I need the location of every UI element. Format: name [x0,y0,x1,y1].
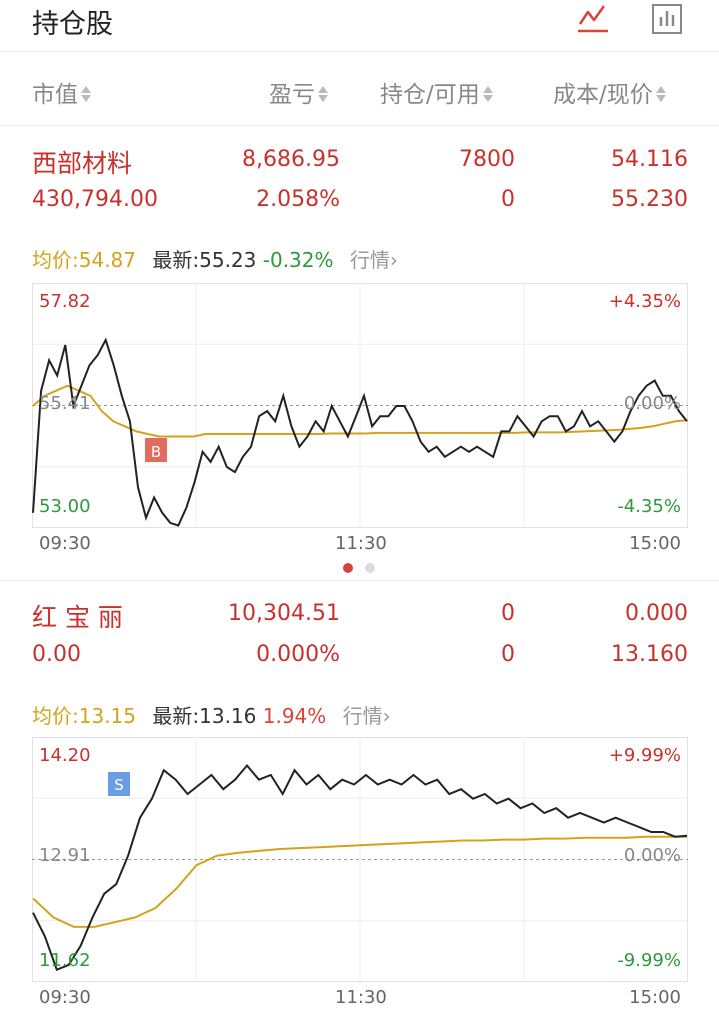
pct-high-label: +9.99% [608,745,681,766]
pct-high-label: +4.35% [608,291,681,312]
chevron-right-icon: › [382,704,391,728]
stock-name: 红 宝 丽 [32,603,123,632]
change-percent: 1.94% [262,704,327,728]
holding-row[interactable]: 红 宝 丽 10,304.51 0 0.000 0.00 0.000% 0 13… [0,580,719,688]
pager-dots[interactable] [343,563,383,573]
x-label-midday: 11:30 [335,987,387,1008]
avg-value: 54.87 [78,248,137,272]
price-line [32,337,688,527]
price-line [32,763,688,972]
sell-marker: S [108,772,130,796]
pager-dot[interactable] [365,563,375,573]
avg-value: 13.15 [78,704,137,728]
line-chart-icon[interactable] [576,2,610,36]
quote-line: 均价:13.15 最新:13.16 1.94% 行情› [32,700,391,729]
latest-value: 13.16 [199,704,257,728]
x-label-open: 09:30 [39,533,91,554]
column-label: 成本/现价 [553,82,653,108]
buy-marker: B [145,438,167,462]
cost-value: 0.000 [625,601,688,626]
avg-price-line [32,835,687,928]
pnl-percent: 2.058% [256,187,340,212]
sort-cost-price[interactable]: 成本/现价 [553,75,666,109]
pct-low-label: -9.99% [617,950,681,971]
pct-mid-label: 0.00% [623,393,681,414]
quote-link-label: 行情 [349,248,390,272]
current-price: 13.160 [611,642,688,667]
sort-icon [482,84,493,104]
avg-label: 均价: [32,248,79,272]
top-bar: 持仓股 [0,0,719,52]
y-high-label: 57.82 [39,291,91,312]
y-low-label: 53.00 [39,496,91,517]
bar-chart-icon[interactable] [650,2,684,36]
pnl-percent: 0.000% [256,642,340,667]
quote-link[interactable]: 行情› [350,248,398,272]
position-value: 0 [501,601,515,626]
intraday-chart[interactable]: B 57.82 55.41 53.00 +4.35% 0.00% -4.35% … [32,283,688,554]
column-label: 市值 [32,82,78,108]
available-value: 0 [501,642,515,667]
latest-label: 最新: [152,704,200,728]
avg-price-line [32,384,688,438]
pager-dot-active[interactable] [343,563,353,573]
x-label-open: 09:30 [39,987,91,1008]
latest-label: 最新: [152,248,200,272]
sort-icon [81,84,91,104]
sort-icon [655,84,666,104]
y-mid-label: 55.41 [39,393,91,414]
pct-mid-label: 0.00% [623,845,681,866]
current-price: 55.230 [611,187,688,212]
market-value: 0.00 [32,642,81,667]
y-high-label: 14.20 [39,745,91,766]
available-value: 0 [501,187,515,212]
market-value: 430,794.00 [32,187,158,212]
quote-line: 均价:54.87 最新:55.23 -0.32% 行情› [32,244,398,273]
quote-link[interactable]: 行情› [343,704,391,728]
intraday-chart[interactable]: S 14.20 12.91 11.62 +9.99% 0.00% -9.99% … [32,737,688,1015]
sort-market-value[interactable]: 市值 [32,75,91,109]
sort-pnl[interactable]: 盈亏 [269,75,328,109]
sort-icon [318,84,328,104]
pnl-value: 10,304.51 [228,601,340,626]
x-label-close: 15:00 [629,533,681,554]
chart-plot: S [32,737,688,982]
y-mid-label: 12.91 [39,845,91,866]
pct-low-label: -4.35% [617,496,681,517]
latest-value: 55.23 [199,248,257,272]
holding-row[interactable]: 西部材料 8,686.95 7800 54.116 430,794.00 2.0… [0,126,719,234]
buy-marker-label: B [151,443,161,461]
avg-label: 均价: [32,704,79,728]
pnl-value: 8,686.95 [242,147,340,172]
sort-position[interactable]: 持仓/可用 [380,75,493,109]
change-percent: -0.32% [262,248,334,272]
quote-link-label: 行情 [342,704,383,728]
column-label: 盈亏 [269,82,315,108]
column-header-row: 市值 盈亏 持仓/可用 成本/现价 [0,52,719,126]
sell-marker-label: S [114,776,124,794]
chevron-right-icon: › [389,248,398,272]
position-value: 7800 [459,147,515,172]
x-label-midday: 11:30 [335,533,387,554]
page-title: 持仓股 [32,9,113,40]
x-label-close: 15:00 [629,987,681,1008]
cost-value: 54.116 [611,147,688,172]
column-label: 持仓/可用 [380,82,480,108]
stock-name: 西部材料 [32,149,133,178]
y-low-label: 11.62 [39,950,91,971]
chart-plot: B [32,283,688,528]
